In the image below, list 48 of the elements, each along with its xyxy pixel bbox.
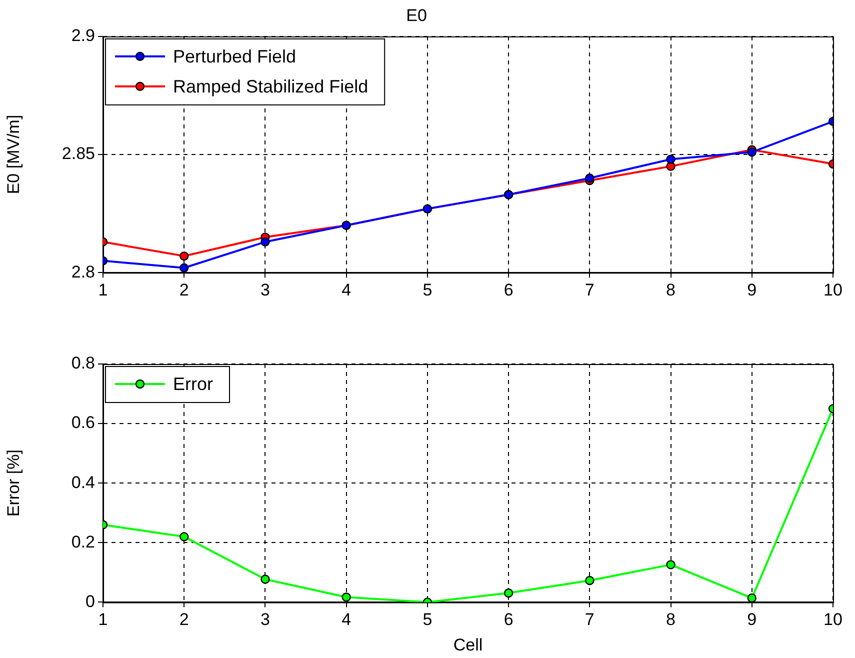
x-tick-label: 6 [504,280,514,300]
point [747,593,756,602]
point [585,576,594,586]
x-tick-label: 4 [342,610,352,630]
x-tick-label: 1 [98,280,108,300]
legend-label: Perturbed Field [173,46,296,66]
x-axis-title: Cell [453,635,483,654]
point [666,154,676,164]
legend-label: Ramped Stabilized Field [173,76,368,96]
x-tick-label: 2 [179,280,189,300]
point [180,532,189,542]
x-tick-label: 6 [504,610,514,630]
x-tick-label: 9 [747,280,757,300]
legend-label: Error [173,374,214,394]
x-tick-label: 4 [342,280,352,300]
x-tick-label: 10 [824,280,842,300]
y-axis-title: E0 [MV/m] [4,114,23,194]
y-tick-label: 2.8 [71,262,95,282]
x-tick-label: 8 [666,610,676,630]
x-tick-label: 5 [422,610,432,630]
y-tick-label: 0.4 [71,472,95,492]
point [747,148,756,157]
y-tick-label: 0.8 [71,354,95,373]
y-tick-label: 0.2 [71,532,95,552]
y-tick-label: 0 [86,592,95,611]
y-tick-label: 2.9 [71,26,95,46]
x-tick-label: 3 [260,610,270,630]
point [504,588,514,598]
point [260,237,270,246]
x-tick-label: 2 [179,610,189,630]
x-tick-label: 7 [584,280,594,300]
x-tick-label: 7 [584,610,594,630]
x-tick-label: 5 [422,280,432,300]
y-tick-label: 0.6 [71,413,95,432]
point [260,574,270,584]
chart-title: E0 [406,6,427,25]
x-tick-label: 8 [666,280,676,300]
x-tick-label: 3 [260,280,270,300]
x-tick-label: 10 [824,610,842,630]
point [666,560,676,570]
point [180,263,189,272]
point [180,251,189,261]
x-tick-label: 1 [98,610,108,630]
x-tick-label: 9 [747,610,757,630]
y-axis-title: Error [%] [4,450,23,517]
y-tick-label: 2.85 [62,144,95,164]
point [585,174,594,183]
point [342,592,351,602]
